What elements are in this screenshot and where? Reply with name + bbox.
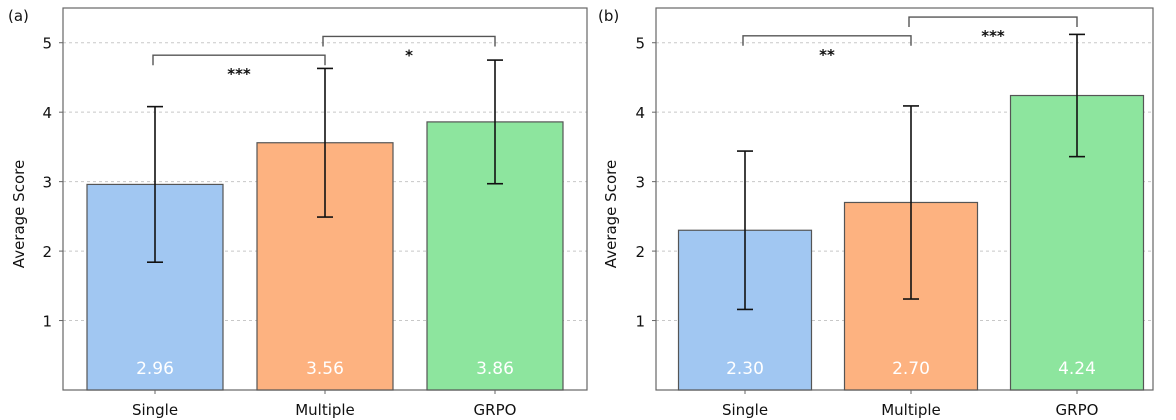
x-tick-label: GRPO xyxy=(474,401,517,419)
y-tick-label: 4 xyxy=(635,104,645,122)
y-tick-label: 1 xyxy=(42,313,52,331)
x-tick-label: Single xyxy=(132,401,178,419)
x-tick-label: Multiple xyxy=(295,401,355,419)
y-tick-label: 5 xyxy=(42,35,52,53)
y-tick-label: 3 xyxy=(635,174,645,192)
bar-value-label: 3.86 xyxy=(476,359,514,379)
y-tick-label: 4 xyxy=(42,104,52,122)
panel-b: 1 2 3 4 5 Average Score (b) 2.30 Single 2.70 Multi… xyxy=(598,7,1154,419)
panel-a: 1 2 3 4 5 Average Score (a) 2.96 Single 3.56 Multi… xyxy=(8,7,588,419)
y-tick-label: 5 xyxy=(635,35,645,53)
panel-label: (b) xyxy=(598,7,619,25)
significance-bracket xyxy=(908,16,1078,28)
y-axis-title: Average Score xyxy=(602,160,620,268)
bar-value-label: 3.56 xyxy=(306,359,344,379)
y-tick-label: 2 xyxy=(635,243,645,261)
significance-bracket xyxy=(322,35,496,47)
y-tick-label: 2 xyxy=(42,243,52,261)
bar-value-label: 2.70 xyxy=(892,359,930,379)
significance-label: *** xyxy=(981,27,1005,45)
bar-value-label: 2.96 xyxy=(136,359,174,379)
x-tick-label: Multiple xyxy=(881,401,941,419)
significance-label: *** xyxy=(227,65,251,83)
panel-label: (a) xyxy=(8,7,29,25)
y-axis-title: Average Score xyxy=(10,160,28,268)
significance-label: * xyxy=(405,46,413,64)
significance-label: ** xyxy=(819,46,835,64)
significance-bracket xyxy=(152,54,326,66)
bar-value-label: 4.24 xyxy=(1058,359,1096,379)
y-tick-label: 3 xyxy=(42,174,52,192)
x-tick-label: GRPO xyxy=(1056,401,1099,419)
bar-value-label: 2.30 xyxy=(726,359,764,379)
x-tick-label: Single xyxy=(722,401,768,419)
y-tick-label: 1 xyxy=(635,313,645,331)
significance-bracket xyxy=(742,35,912,46)
